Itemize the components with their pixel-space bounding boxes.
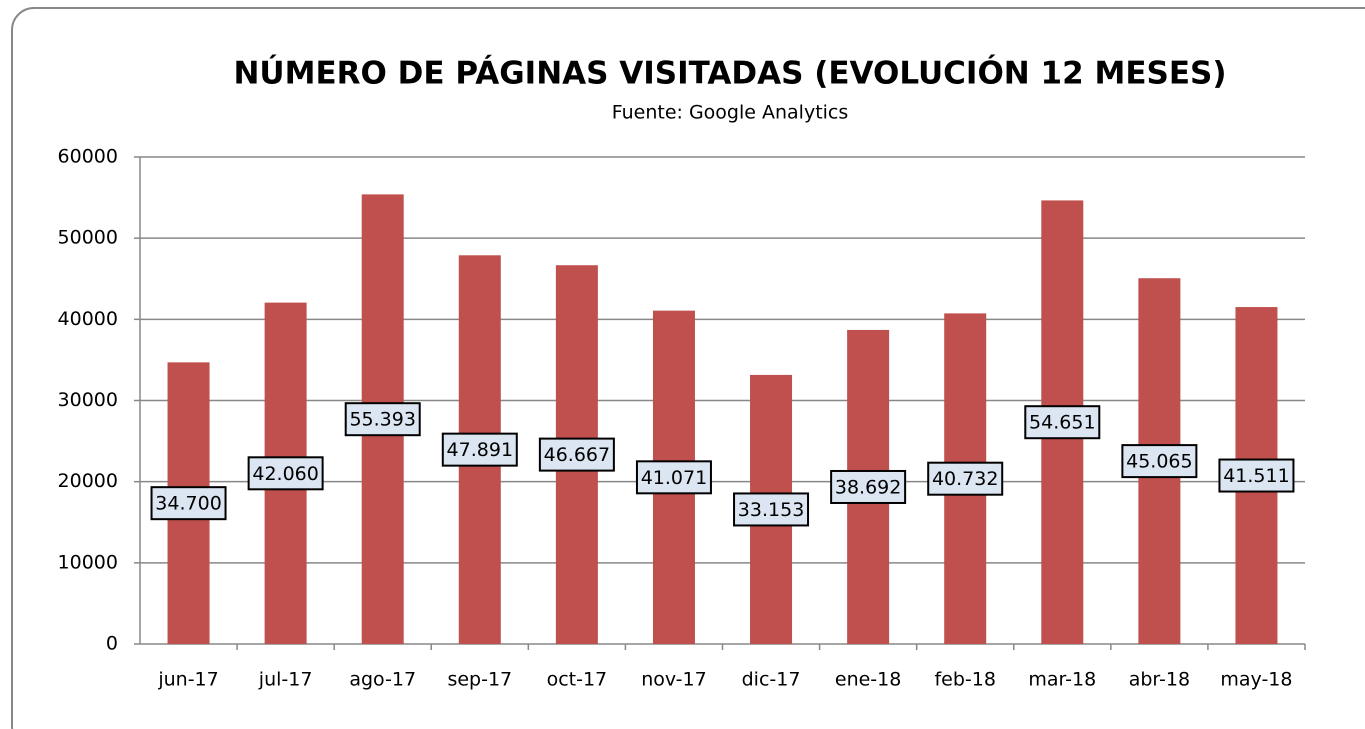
value-label-box [1121,444,1198,479]
chart-title: NÚMERO DE PÁGINAS VISITADAS (EVOLUCIÓN 1… [233,55,1226,92]
value-label: 47.891 [447,439,513,461]
value-label-box [344,402,421,437]
value-label-box [1024,405,1101,440]
value-label: 40.732 [932,468,998,490]
value-label: 46.667 [544,444,610,466]
x-tick-label: abr-18 [1129,669,1190,691]
y-tick-label: 60000 [58,146,118,168]
x-tick-label: jul-17 [258,669,313,691]
value-label: 54.651 [1029,412,1095,434]
value-label-box [830,469,907,504]
y-tick-label: 20000 [58,470,118,492]
y-tick-label: 0 [106,633,118,655]
x-tick-label: dic-17 [742,669,801,691]
value-label: 41.071 [641,467,707,489]
x-tick-label: nov-17 [641,669,706,691]
y-tick-label: 30000 [58,389,118,411]
value-label-box [927,461,1004,496]
value-label: 42.060 [252,463,318,485]
x-tick-label: mar-18 [1028,669,1096,691]
x-tick-label: ago-17 [349,669,416,691]
chart-subtitle: Fuente: Google Analytics [612,102,849,124]
x-tick-label: sep-17 [447,669,512,691]
y-tick-label: 50000 [58,227,118,249]
value-label: 33.153 [738,499,804,521]
value-label-box [635,460,712,495]
value-label-box [441,432,518,467]
value-label: 45.065 [1126,451,1192,473]
x-tick-label: feb-18 [934,669,995,691]
value-label-box [247,456,324,491]
value-label-box [150,486,227,521]
value-label: 55.393 [349,409,415,431]
x-tick-label: jun-17 [157,669,218,691]
value-label: 41.511 [1223,465,1289,487]
x-tick-label: oct-17 [547,669,608,691]
value-label-box [538,437,615,472]
y-tick-label: 10000 [58,551,118,573]
x-tick-label: may-18 [1220,669,1292,691]
x-tick-label: ene-18 [835,669,901,691]
value-label-box [733,492,810,527]
value-label-box [1218,458,1295,493]
value-label: 38.692 [835,476,901,498]
value-label: 34.700 [155,493,221,515]
y-tick-label: 40000 [58,308,118,330]
